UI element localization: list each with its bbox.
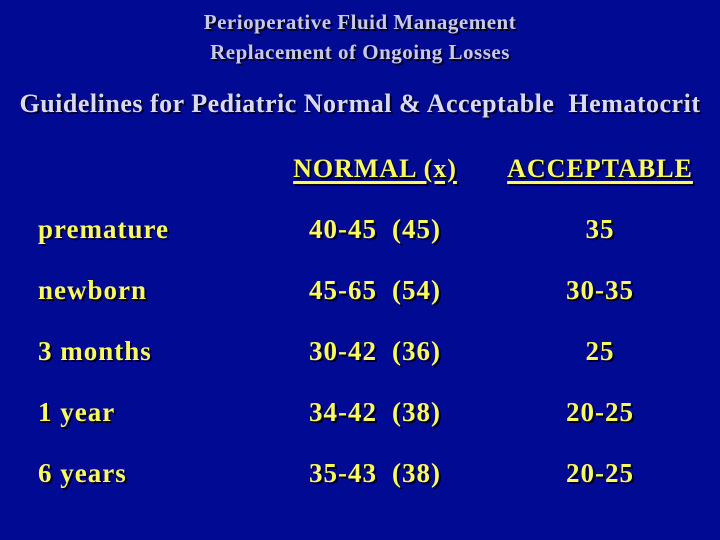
- column-header-normal: NORMAL (x): [270, 152, 480, 213]
- normal-mean: (38): [392, 397, 441, 427]
- acceptable-value: 20-25: [566, 397, 634, 427]
- acceptable-value: 20-25: [566, 458, 634, 488]
- deck-title-line2: Replacement of Ongoing Losses: [210, 40, 510, 64]
- column-header-normal-label: NORMAL (x): [293, 154, 457, 183]
- normal-mean: (36): [392, 336, 441, 366]
- row-label: premature: [38, 214, 169, 244]
- normal-value-cell: 34-42 (38): [270, 396, 480, 457]
- normal-range: 40-45: [309, 214, 377, 244]
- acceptable-value: 25: [585, 336, 615, 366]
- deck-title-line1: Perioperative Fluid Management: [203, 10, 517, 34]
- column-header-acceptable-label: ACCEPTABLE: [507, 154, 693, 183]
- normal-value-cell: 40-45 (45): [270, 213, 480, 274]
- column-header-acceptable: ACCEPTABLE: [480, 152, 720, 213]
- hematocrit-table: NORMAL (x) ACCEPTABLE premature 40-45 (4…: [0, 152, 720, 518]
- normal-range: 34-42: [309, 397, 377, 427]
- normal-mean: (38): [392, 458, 441, 488]
- slide-heading: Guidelines for Pediatric Normal & Accept…: [19, 89, 701, 118]
- normal-range: 30-42: [309, 336, 377, 366]
- row-label: 6 years: [38, 458, 127, 488]
- row-label: newborn: [38, 275, 148, 305]
- acceptable-value: 35: [585, 214, 615, 244]
- deck-title: Perioperative Fluid Management Replaceme…: [0, 7, 720, 67]
- normal-value-cell: 30-42 (36): [270, 335, 480, 396]
- normal-mean: (45): [392, 214, 441, 244]
- row-label: 1 year: [38, 397, 116, 427]
- normal-range: 35-43: [309, 458, 377, 488]
- row-label: 3 months: [38, 336, 152, 366]
- column-header-spacer: [0, 152, 270, 213]
- normal-range: 45-65: [309, 275, 377, 305]
- acceptable-value: 30-35: [566, 275, 634, 305]
- normal-mean: (54): [392, 275, 441, 305]
- normal-value-cell: 45-65 (54): [270, 274, 480, 335]
- normal-value-cell: 35-43 (38): [270, 457, 480, 518]
